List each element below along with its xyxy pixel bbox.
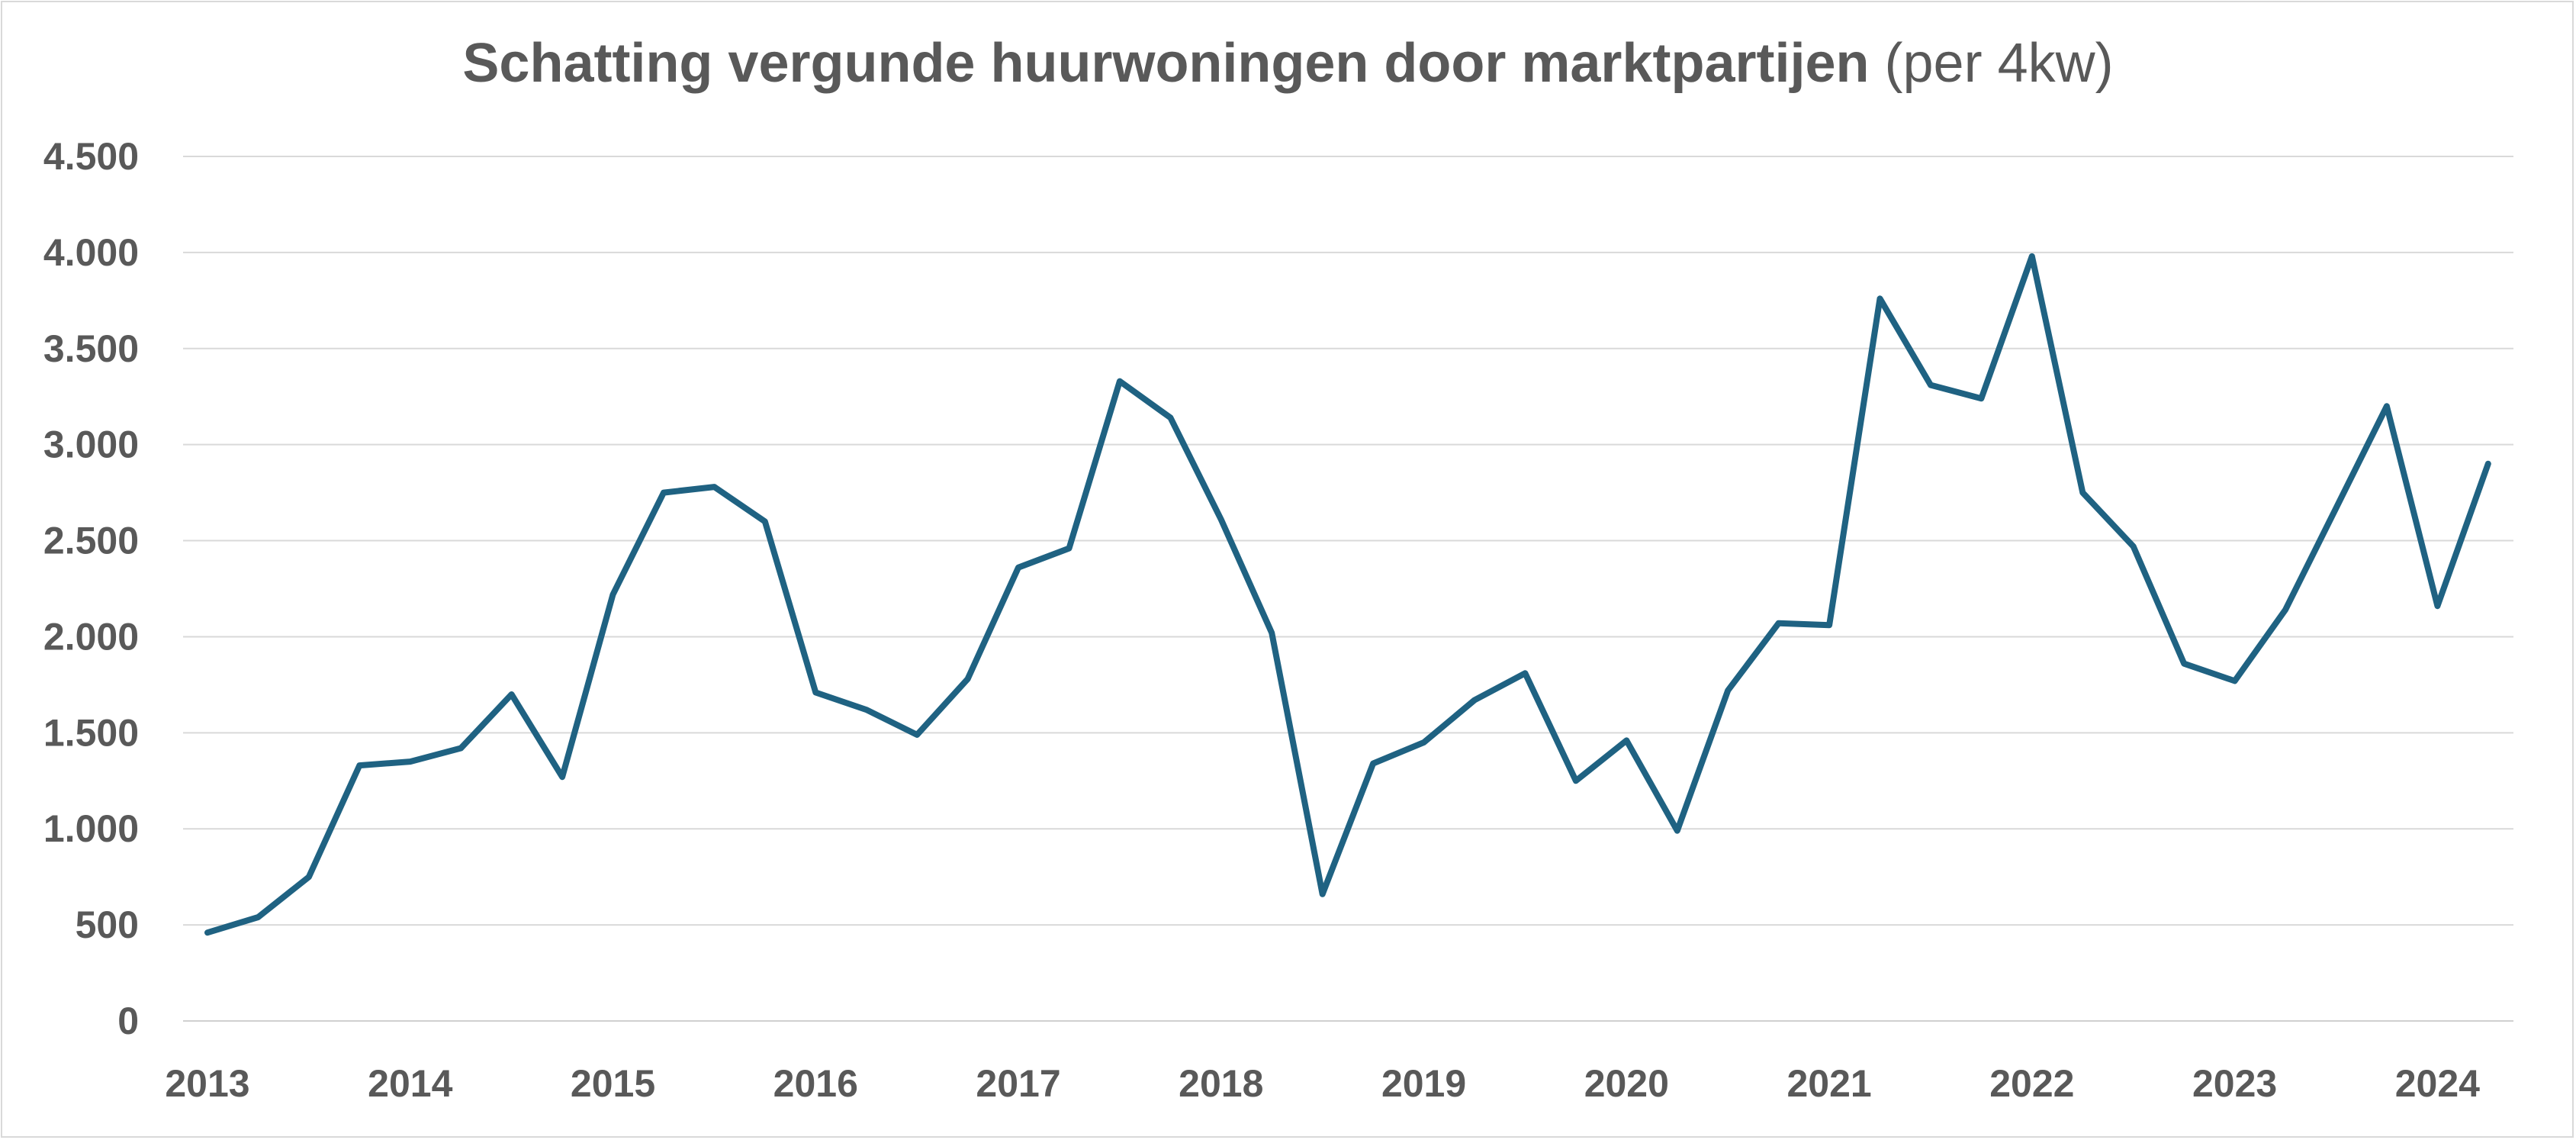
data-point — [764, 520, 766, 522]
x-tick-label: 2016 — [773, 1062, 858, 1105]
data-point — [257, 916, 259, 918]
y-tick-label: 500 — [76, 903, 139, 946]
x-tick-label: 2021 — [1786, 1062, 1871, 1105]
data-point — [1018, 567, 1019, 568]
data-point — [1220, 519, 1222, 520]
y-tick-label: 3.000 — [43, 423, 139, 466]
y-tick-label: 1.500 — [43, 711, 139, 754]
x-tick-label: 2019 — [1381, 1062, 1466, 1105]
y-tick-label: 4.000 — [43, 231, 139, 274]
chart-title: Schatting vergunde huurwoningen door mar… — [462, 33, 1870, 94]
x-tick-label: 2024 — [2395, 1062, 2480, 1105]
data-point — [916, 734, 918, 736]
data-point — [713, 486, 715, 488]
x-tick-label: 2020 — [1584, 1062, 1669, 1105]
y-tick-label: 4.500 — [43, 135, 139, 178]
chart-title-row: Schatting vergunde huurwoningen door mar… — [0, 32, 2576, 95]
data-point — [1524, 672, 1526, 674]
data-point — [2133, 546, 2134, 547]
x-tick-label: 2014 — [368, 1062, 452, 1105]
data-point — [1169, 417, 1171, 418]
series-line — [204, 253, 2491, 936]
data-point — [1980, 398, 1982, 399]
data-point — [561, 776, 563, 778]
data-point — [308, 876, 310, 878]
y-tick-label: 2.000 — [43, 615, 139, 658]
data-point — [359, 765, 360, 766]
x-tick-label: 2018 — [1179, 1062, 1263, 1105]
series-layer — [204, 253, 2491, 936]
x-tick-label: 2013 — [165, 1062, 249, 1105]
data-point — [1727, 690, 1729, 691]
x-axis-tick-labels: 2013 2014 2015 2016 2017 2018 2019 2020 2021 2022… — [165, 1062, 2480, 1105]
y-tick-label: 3.500 — [43, 327, 139, 370]
gridlines — [183, 156, 2513, 1022]
x-tick-label: 2017 — [976, 1062, 1060, 1105]
y-tick-label: 1.000 — [43, 807, 139, 850]
data-point — [2183, 663, 2185, 665]
data-point — [967, 678, 969, 680]
y-tick-label: 0 — [117, 1000, 139, 1042]
data-point — [1119, 381, 1121, 382]
data-point — [2386, 405, 2388, 407]
data-point — [1828, 624, 1830, 626]
chart-subtitle: (per 4kw) — [1884, 33, 2114, 94]
data-point — [815, 692, 816, 693]
x-tick-label: 2022 — [1989, 1062, 2074, 1105]
x-tick-label: 2023 — [2192, 1062, 2277, 1105]
data-point — [2436, 605, 2438, 607]
data-point — [2082, 492, 2083, 494]
data-point — [511, 694, 513, 695]
y-axis-tick-labels: 0 500 1.000 1.500 2.000 2.500 3.000 3.500 4.000 4… — [43, 135, 139, 1042]
data-point — [207, 932, 208, 933]
data-point — [1372, 763, 1374, 765]
data-point — [1626, 739, 1627, 741]
y-tick-label: 2.500 — [43, 520, 139, 562]
x-tick-label: 2015 — [571, 1062, 655, 1105]
